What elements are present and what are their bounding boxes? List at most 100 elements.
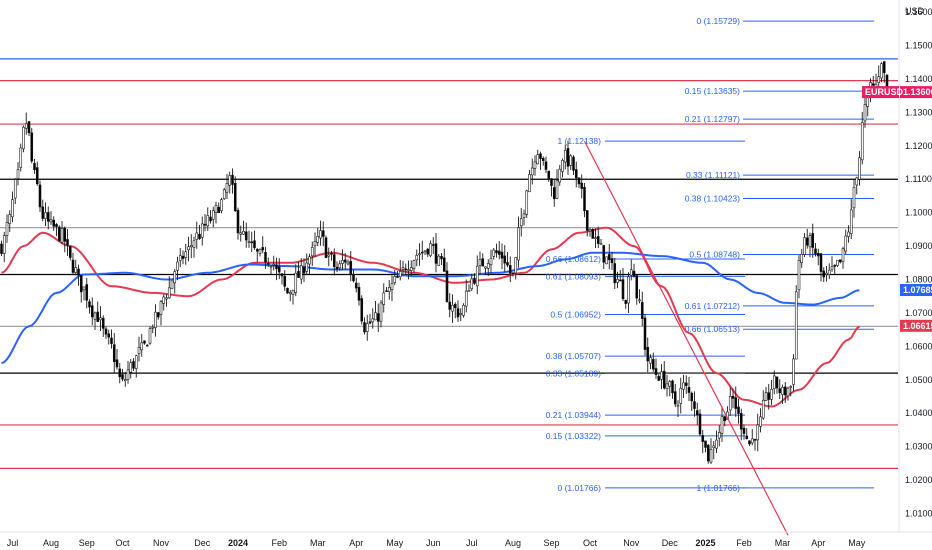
candle-body — [195, 232, 199, 240]
candle-body — [321, 230, 325, 237]
candle-body — [753, 439, 757, 441]
candle-body — [206, 215, 210, 227]
candle-body — [55, 224, 58, 227]
candle-body — [258, 248, 262, 254]
price-tag-label: 1.06615 — [903, 321, 932, 331]
candle-body — [536, 154, 540, 165]
candle-body — [445, 270, 449, 302]
candle-body — [60, 228, 64, 243]
x-axis-ticks: Jul Aug Sep Oct Nov Dec 2024 Feb Mar Apr May Jun Jul… — [7, 538, 866, 548]
candle-body — [19, 147, 23, 168]
candle-body — [250, 241, 254, 244]
candle-body — [660, 371, 663, 380]
candle-body — [310, 247, 314, 257]
candle-body — [786, 387, 790, 397]
candle-body — [830, 266, 834, 270]
candle-body — [847, 231, 850, 237]
x-tick-label: Nov — [153, 538, 170, 548]
candle-body — [503, 255, 507, 264]
candle-body — [671, 380, 674, 394]
candle-body — [728, 396, 732, 411]
x-tick-label: Oct — [583, 538, 598, 548]
candle-body — [426, 248, 430, 255]
candle-body — [71, 259, 75, 273]
candle-body — [574, 169, 578, 179]
candle-body — [255, 249, 259, 252]
candle-body — [547, 170, 551, 180]
candle-body — [742, 427, 746, 434]
candle-body — [88, 301, 91, 308]
candle-body — [569, 155, 573, 166]
candle-body — [338, 263, 342, 269]
candle-body — [651, 359, 655, 370]
candle-body — [349, 261, 353, 274]
candle-body — [514, 257, 518, 274]
candle-body — [437, 255, 441, 266]
candle-body — [500, 251, 504, 259]
candle-body — [464, 290, 468, 307]
symbol-tag-label: EURUSD — [865, 87, 904, 97]
candle-body — [299, 265, 303, 280]
candle-body — [423, 250, 427, 253]
candle-body — [863, 104, 867, 122]
candle-body — [297, 270, 300, 278]
candle-body — [715, 439, 718, 449]
candle-body — [473, 277, 476, 284]
candle-body — [35, 167, 39, 185]
candle-body — [610, 258, 614, 264]
candle-body — [242, 231, 245, 235]
candle-body — [794, 291, 798, 360]
candle-body — [305, 262, 309, 272]
candle-body — [811, 233, 815, 248]
candle-body — [819, 253, 823, 272]
fib-left-label: 0.38 (1.05707) — [546, 351, 601, 361]
y-tick-label: 1.03000 — [905, 442, 932, 452]
x-tick-label: Dec — [662, 538, 679, 548]
candle-body — [253, 240, 256, 248]
candle-body — [112, 344, 116, 362]
candle-body — [533, 161, 537, 169]
candle-body — [385, 290, 388, 292]
fibonacci-levels: 0 (1.15729) 0.15 (1.13635) 0.21 (1.12797) 0… — [546, 16, 874, 493]
candle-body — [429, 243, 432, 256]
candle-body — [459, 313, 463, 315]
y-tick-label: 1.07000 — [905, 308, 932, 318]
candle-body — [684, 382, 688, 386]
candle-body — [665, 383, 669, 390]
candle-body — [291, 289, 295, 295]
candle-body — [698, 413, 702, 435]
candle-body — [283, 275, 287, 287]
price-tag-box — [900, 284, 932, 297]
candle-body — [288, 292, 292, 295]
candle-body — [27, 121, 31, 134]
candle-body — [737, 406, 740, 414]
candle-body — [431, 244, 435, 246]
y-tick-label: 1.01000 — [905, 509, 932, 519]
x-tick-label: Apr — [349, 538, 363, 548]
candle-body — [121, 374, 124, 380]
candle-body — [456, 308, 460, 318]
fib-left-label: 0.21 (1.03944) — [546, 410, 601, 420]
candle-body — [497, 250, 501, 255]
y-tick-label: 1.05000 — [905, 375, 932, 385]
y-tick-label: 1.04000 — [905, 408, 932, 418]
candle-body — [374, 312, 377, 321]
candle-body — [170, 280, 174, 290]
candle-body — [376, 313, 380, 322]
candle-body — [332, 254, 336, 267]
candle-body — [8, 214, 12, 225]
candle-body — [203, 223, 207, 226]
candle-body — [759, 416, 762, 427]
candle-body — [731, 395, 735, 399]
candle-body — [816, 252, 820, 257]
candle-body — [154, 311, 157, 328]
candle-body — [874, 83, 878, 87]
candle-body — [470, 278, 474, 290]
symbol-tag-box — [862, 86, 899, 99]
moving-average-slow-line — [1, 251, 860, 365]
fib-right-label: 0.5 (1.08748) — [689, 249, 740, 259]
y-tick-label: 1.10000 — [905, 208, 932, 218]
candle-body — [393, 276, 397, 283]
x-tick-label: 2025 — [695, 538, 715, 548]
